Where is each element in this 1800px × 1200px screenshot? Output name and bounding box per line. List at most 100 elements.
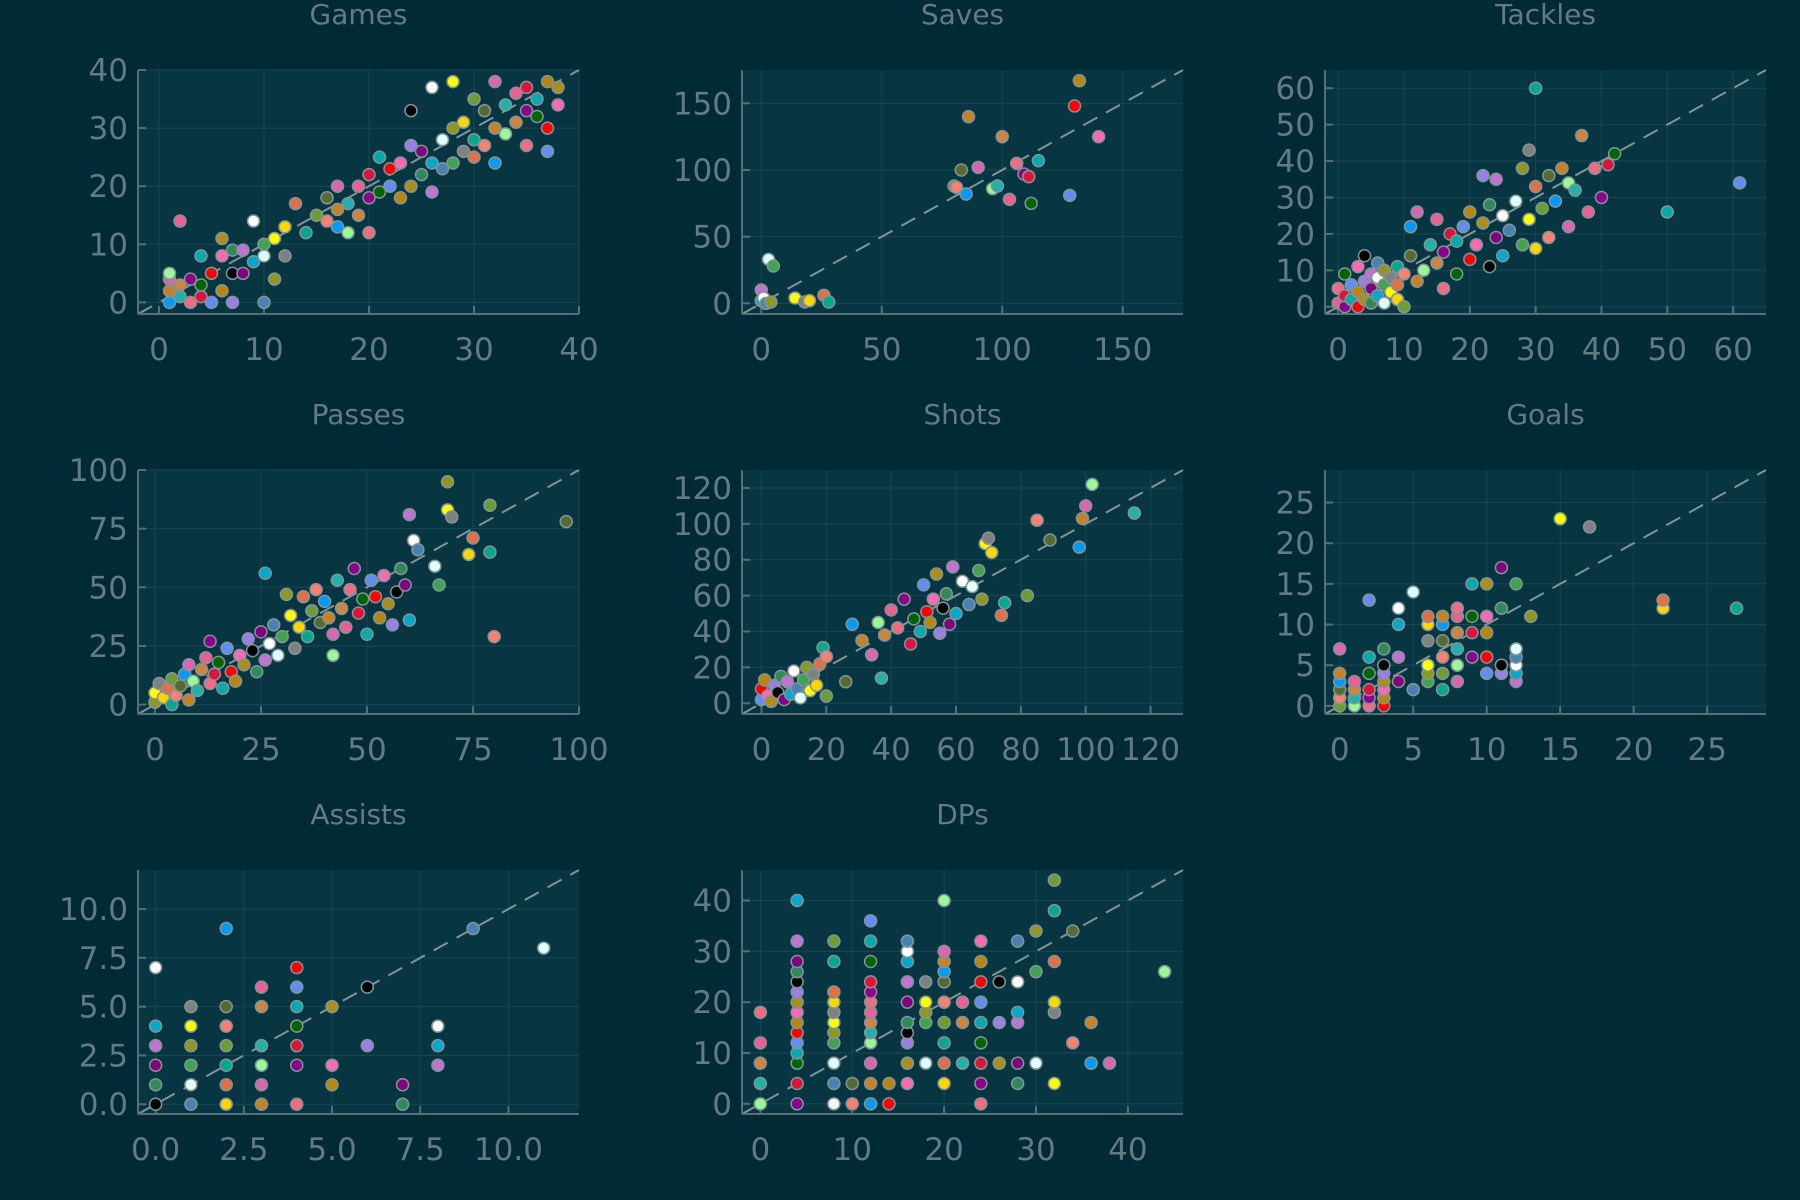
x-tick-label: 0 (1328, 332, 1348, 368)
data-point (220, 641, 234, 656)
data-point (288, 641, 302, 656)
y-tick-label: 120 (673, 471, 732, 507)
data-point (1421, 609, 1435, 624)
data-point (431, 1058, 445, 1072)
data-point (1391, 601, 1406, 616)
data-point (822, 295, 836, 309)
data-point (1406, 682, 1420, 697)
data-point (1476, 168, 1490, 183)
data-point (394, 561, 408, 576)
data-point (1002, 192, 1017, 207)
y-tick-label: 10 (1276, 608, 1315, 644)
data-point (992, 1056, 1006, 1070)
data-point (477, 138, 492, 153)
data-point (194, 278, 208, 292)
data-point (467, 150, 481, 164)
data-point (926, 592, 941, 606)
data-point (937, 1015, 951, 1030)
identity-reference-line (741, 869, 1184, 1115)
data-point (254, 1097, 269, 1111)
data-point (148, 1019, 163, 1033)
data-point (974, 934, 988, 948)
data-point (1568, 183, 1582, 197)
data-point (1362, 682, 1376, 697)
data-point (190, 683, 205, 698)
data-point (246, 254, 261, 269)
data-point (395, 1097, 410, 1111)
data-point (937, 1076, 951, 1091)
data-point (215, 231, 229, 246)
panel-passes: 0 25 50 75 100 0 25 50 75 100 Passes (69, 398, 609, 768)
data-point (254, 1058, 269, 1072)
data-point (425, 185, 439, 199)
data-point (330, 202, 345, 217)
y-tick-label: 10 (1276, 253, 1315, 289)
data-point (1332, 666, 1347, 681)
panel-saves: 0 50 100 150 0 50 100 150 Saves (673, 0, 1184, 368)
data-point (466, 531, 480, 545)
data-point (1450, 658, 1465, 672)
data-point (372, 150, 387, 164)
data-point (173, 278, 187, 292)
data-point (372, 611, 387, 625)
data-point (900, 1056, 915, 1070)
y-tick-label: 40 (693, 614, 732, 650)
data-point (827, 954, 841, 969)
data-point (877, 628, 892, 642)
data-point (466, 921, 480, 936)
data-point (404, 138, 418, 153)
x-tick-label: 30 (1016, 1132, 1055, 1168)
data-point (300, 629, 315, 644)
x-tick-label: 150 (1093, 332, 1152, 368)
data-point (245, 643, 260, 658)
data-point (275, 629, 289, 644)
data-point (1029, 964, 1043, 979)
data-point (330, 573, 345, 588)
data-point (1465, 650, 1479, 664)
data-point (279, 587, 294, 602)
x-tick-label: 0 (751, 1132, 771, 1168)
data-point (1072, 73, 1087, 88)
data-point (981, 531, 996, 545)
data-point (764, 295, 778, 309)
data-point (173, 214, 187, 228)
y-tick-label: 40 (1276, 144, 1315, 180)
data-point (278, 249, 292, 263)
data-point (863, 1056, 878, 1070)
y-tick-label: 0 (108, 688, 128, 724)
data-point (267, 272, 282, 286)
data-point (1337, 267, 1352, 281)
data-point (949, 606, 963, 621)
data-point (974, 975, 988, 989)
data-point (790, 934, 804, 948)
data-point (974, 1076, 988, 1091)
y-tick-label: 0 (712, 286, 732, 322)
x-tick-label: 40 (871, 732, 910, 768)
data-point (787, 664, 801, 678)
data-point (1351, 259, 1365, 274)
data-point (184, 1038, 198, 1053)
data-point (360, 1038, 375, 1053)
y-tick-label: 0 (108, 285, 128, 321)
data-point (411, 543, 425, 557)
data-point (228, 674, 243, 688)
data-point (1362, 650, 1376, 664)
x-tick-label: 30 (454, 332, 493, 368)
data-point (203, 634, 217, 649)
x-tick-label: 5 (1403, 732, 1423, 768)
data-point (1476, 216, 1490, 230)
data-point (249, 665, 264, 679)
data-point (1010, 934, 1025, 948)
data-point (863, 1097, 878, 1111)
x-tick-label: 0 (1330, 732, 1350, 768)
data-point (326, 627, 340, 641)
x-tick-label: 2.5 (219, 1132, 268, 1168)
data-point (530, 92, 544, 106)
data-point (929, 567, 944, 581)
data-point (283, 608, 298, 623)
data-point (322, 611, 336, 625)
data-point (1029, 1056, 1043, 1070)
data-point (1416, 263, 1431, 278)
data-point (992, 1015, 1006, 1030)
data-point (863, 934, 878, 948)
